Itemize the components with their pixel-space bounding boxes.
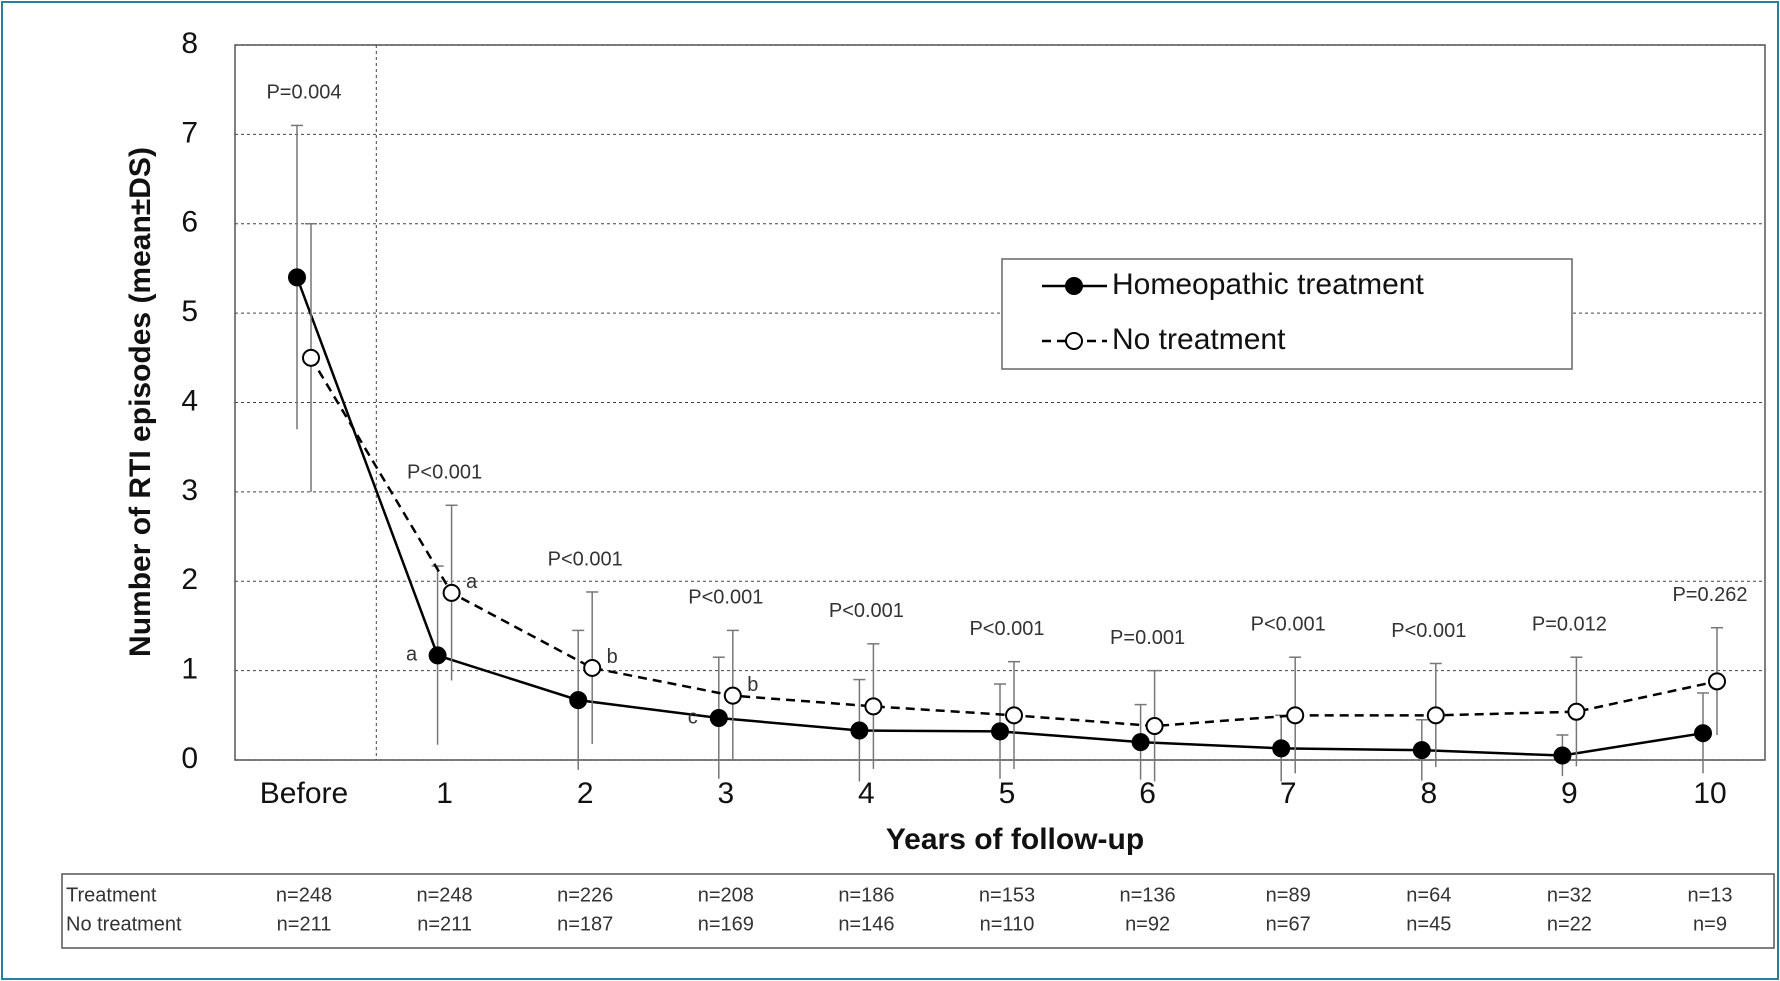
p-value: P=0.262 [1672, 584, 1747, 606]
data-point [584, 660, 600, 676]
data-point [1133, 734, 1149, 750]
x-tick-label: 7 [1280, 777, 1297, 810]
y-tick-label: 5 [181, 295, 198, 328]
x-tick-label: 2 [577, 777, 594, 810]
table-cell: n=187 [557, 913, 613, 935]
x-tick-label: 4 [858, 777, 875, 810]
table-cell: n=9 [1693, 913, 1727, 935]
table-cell: n=153 [979, 884, 1035, 906]
data-point [1414, 742, 1430, 758]
p-value: P<0.001 [1391, 620, 1466, 642]
table-cell: n=92 [1125, 913, 1170, 935]
data-point [1147, 718, 1163, 734]
p-value: P=0.001 [1110, 627, 1185, 649]
data-point [289, 269, 305, 285]
p-value: P<0.001 [1251, 614, 1326, 636]
p-value: P=0.004 [266, 82, 341, 104]
data-point [1568, 704, 1584, 720]
table-cell: n=146 [838, 913, 894, 935]
data-point [444, 585, 460, 601]
data-point [1695, 725, 1711, 741]
y-tick-label: 4 [181, 384, 198, 417]
y-tick-label: 1 [181, 653, 198, 686]
p-value: P<0.001 [688, 587, 763, 609]
p-value: P=0.012 [1532, 614, 1607, 636]
data-point [1287, 707, 1303, 723]
table-row-label: No treatment [66, 913, 182, 935]
y-axis-title: Number of RTI episodes (mean±DS) [124, 147, 157, 657]
y-tick-label: 3 [181, 474, 198, 507]
table-cell: n=22 [1547, 913, 1592, 935]
table-cell: n=136 [1120, 884, 1176, 906]
table-cell: n=32 [1547, 884, 1592, 906]
point-label: c [688, 706, 698, 728]
table-cell: n=110 [980, 913, 1035, 935]
legend-marker [1066, 278, 1082, 294]
y-tick-label: 7 [181, 116, 198, 149]
table-cell: n=67 [1266, 913, 1311, 935]
y-tick-label: 6 [181, 206, 198, 239]
table-row-label: Treatment [66, 884, 157, 906]
legend-marker [1066, 333, 1082, 349]
data-point [851, 723, 867, 739]
p-value: P<0.001 [407, 462, 482, 484]
point-label: b [747, 674, 758, 696]
p-value: P<0.001 [548, 548, 623, 570]
table-cell: n=13 [1687, 884, 1732, 906]
data-point [303, 350, 319, 366]
x-tick-label: 9 [1561, 777, 1578, 810]
data-point [725, 688, 741, 704]
p-value: P<0.001 [829, 600, 904, 622]
data-point [570, 692, 586, 708]
point-label: a [466, 571, 478, 593]
data-point [1709, 673, 1725, 689]
table-cell: n=89 [1266, 884, 1311, 906]
page: Years of follow-up Number of RTI episode… [0, 0, 1780, 981]
table-cell: n=64 [1406, 884, 1451, 906]
table-cell: n=208 [698, 884, 754, 906]
table-cell: n=186 [838, 884, 894, 906]
data-point [865, 698, 881, 714]
legend-label: No treatment [1112, 323, 1286, 356]
x-tick-label: 3 [717, 777, 734, 810]
x-axis-title: Years of follow-up [886, 823, 1144, 856]
x-tick-label: Before [260, 777, 348, 810]
data-point [711, 710, 727, 726]
x-tick-label: 10 [1693, 777, 1726, 810]
legend-label: Homeopathic treatment [1112, 268, 1424, 301]
data-point [1554, 748, 1570, 764]
data-point [992, 723, 1008, 739]
table-cell: n=45 [1406, 913, 1451, 935]
table-cell: n=211 [277, 913, 332, 935]
chart: Years of follow-up Number of RTI episode… [0, 0, 1780, 981]
table-cell: n=211 [417, 913, 472, 935]
table-cell: n=169 [698, 913, 754, 935]
x-tick-label: 1 [436, 777, 453, 810]
y-tick-label: 0 [181, 742, 198, 775]
table-cell: n=248 [276, 884, 332, 906]
point-label: b [607, 646, 618, 668]
x-tick-label: 5 [999, 777, 1016, 810]
data-point [1006, 707, 1022, 723]
data-point [1428, 707, 1444, 723]
y-tick-label: 2 [181, 563, 198, 596]
data-point [1273, 740, 1289, 756]
p-value: P<0.001 [969, 618, 1044, 640]
x-tick-label: 8 [1420, 777, 1437, 810]
y-tick-label: 8 [181, 27, 198, 60]
table-cell: n=226 [557, 884, 613, 906]
point-label: a [406, 644, 418, 666]
x-tick-label: 6 [1139, 777, 1156, 810]
table-cell: n=248 [417, 884, 473, 906]
data-point [430, 647, 446, 663]
